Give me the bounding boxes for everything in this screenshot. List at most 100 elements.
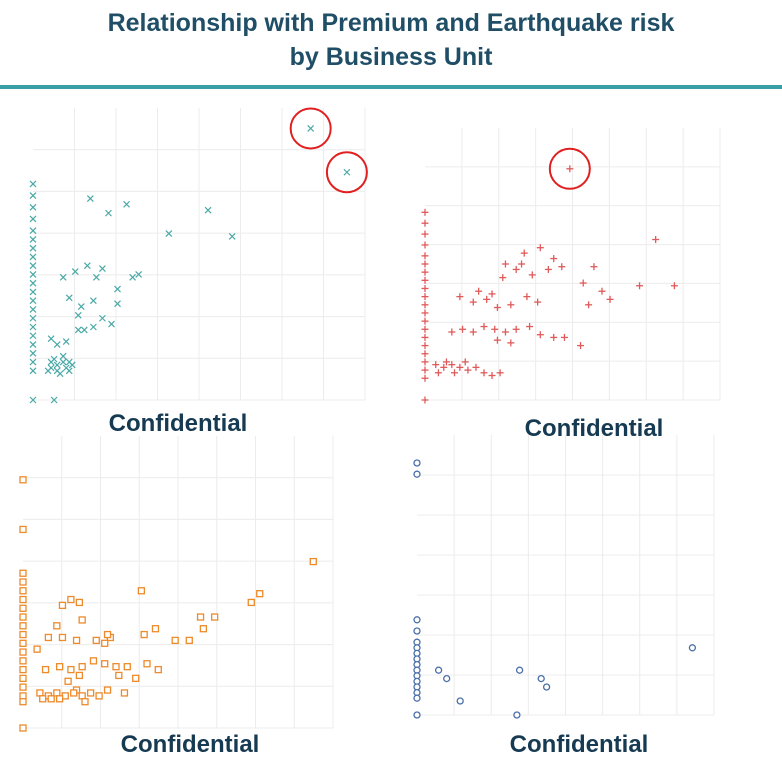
data-point <box>434 369 442 377</box>
data-point <box>44 633 53 642</box>
data-point <box>413 459 421 467</box>
data-point <box>171 636 179 645</box>
data-point <box>50 396 58 404</box>
data-point <box>53 361 61 369</box>
data-point <box>29 271 37 278</box>
data-point <box>421 366 429 374</box>
data-point <box>19 657 27 665</box>
data-point <box>507 339 515 347</box>
data-point <box>488 372 496 380</box>
data-point <box>432 361 440 369</box>
data-point <box>62 364 70 372</box>
data-point <box>29 341 37 348</box>
data-point <box>550 255 558 263</box>
data-point <box>421 230 429 238</box>
data-point <box>421 268 429 276</box>
data-point <box>19 683 27 691</box>
data-point <box>440 363 448 371</box>
data-point <box>123 663 131 671</box>
data-point <box>534 298 542 306</box>
data-point <box>140 630 148 639</box>
data-point <box>421 309 429 317</box>
data-point <box>228 233 236 240</box>
data-point <box>670 282 678 290</box>
data-point <box>469 328 477 336</box>
data-point <box>256 590 264 598</box>
data-point <box>421 260 429 268</box>
chart-title: Relationship with Premium and Earthquake… <box>0 6 782 74</box>
data-point <box>98 314 106 322</box>
data-point <box>59 358 67 366</box>
data-point <box>55 663 64 671</box>
data-point <box>536 331 544 339</box>
data-point <box>501 260 509 268</box>
data-point <box>448 328 456 336</box>
data-point <box>29 332 37 340</box>
data-point <box>19 578 27 586</box>
data-point <box>137 587 146 595</box>
data-point <box>585 301 593 309</box>
data-point <box>72 636 81 645</box>
data-point <box>53 689 61 697</box>
data-point <box>480 323 488 331</box>
data-point <box>421 241 429 249</box>
data-point <box>92 273 100 281</box>
data-point <box>526 323 534 331</box>
data-point <box>165 230 173 237</box>
data-point <box>41 665 50 674</box>
data-point <box>513 711 521 719</box>
data-point <box>493 336 501 344</box>
data-point <box>92 636 100 645</box>
data-point <box>493 304 501 312</box>
data-point <box>413 711 421 719</box>
data-point <box>75 598 84 607</box>
data-point <box>29 253 37 261</box>
confidential-caption-3: Confidential <box>120 731 260 758</box>
data-point <box>421 350 429 358</box>
data-point <box>19 622 27 630</box>
data-point <box>95 692 103 700</box>
data-point <box>55 695 64 703</box>
data-point <box>496 369 504 377</box>
data-point <box>135 271 143 278</box>
data-point <box>185 636 193 645</box>
data-point <box>636 282 644 290</box>
data-point <box>74 311 82 319</box>
data-point <box>19 476 27 484</box>
data-point <box>499 274 507 282</box>
data-point <box>448 361 456 369</box>
data-point <box>47 695 55 703</box>
data-point <box>114 285 121 293</box>
data-point <box>488 290 496 298</box>
data-point <box>536 244 544 252</box>
data-point <box>70 689 78 697</box>
data-point <box>456 363 464 371</box>
data-point <box>19 724 27 732</box>
data-point <box>456 697 464 705</box>
data-point <box>421 219 429 227</box>
data-point <box>33 645 41 653</box>
title-line-2: by Business Unit <box>289 43 493 71</box>
data-point <box>523 293 531 301</box>
data-point <box>443 674 451 683</box>
data-point <box>459 325 467 333</box>
data-point <box>89 297 97 305</box>
title-line-1: Relationship with Premium and Earthquake… <box>107 9 675 37</box>
data-point <box>19 569 27 577</box>
highlighted-outlier <box>548 147 591 190</box>
data-point <box>590 263 598 271</box>
data-point <box>29 235 37 243</box>
data-point <box>512 265 520 273</box>
data-point <box>577 342 585 350</box>
data-point <box>65 294 73 302</box>
data-point <box>210 613 219 621</box>
data-point <box>606 295 614 303</box>
data-point <box>518 260 526 268</box>
data-point <box>67 595 75 604</box>
data-point <box>19 613 27 621</box>
data-point <box>421 342 429 350</box>
data-point <box>123 200 130 208</box>
data-point <box>29 396 37 404</box>
data-point <box>65 358 73 366</box>
data-point <box>19 604 27 612</box>
